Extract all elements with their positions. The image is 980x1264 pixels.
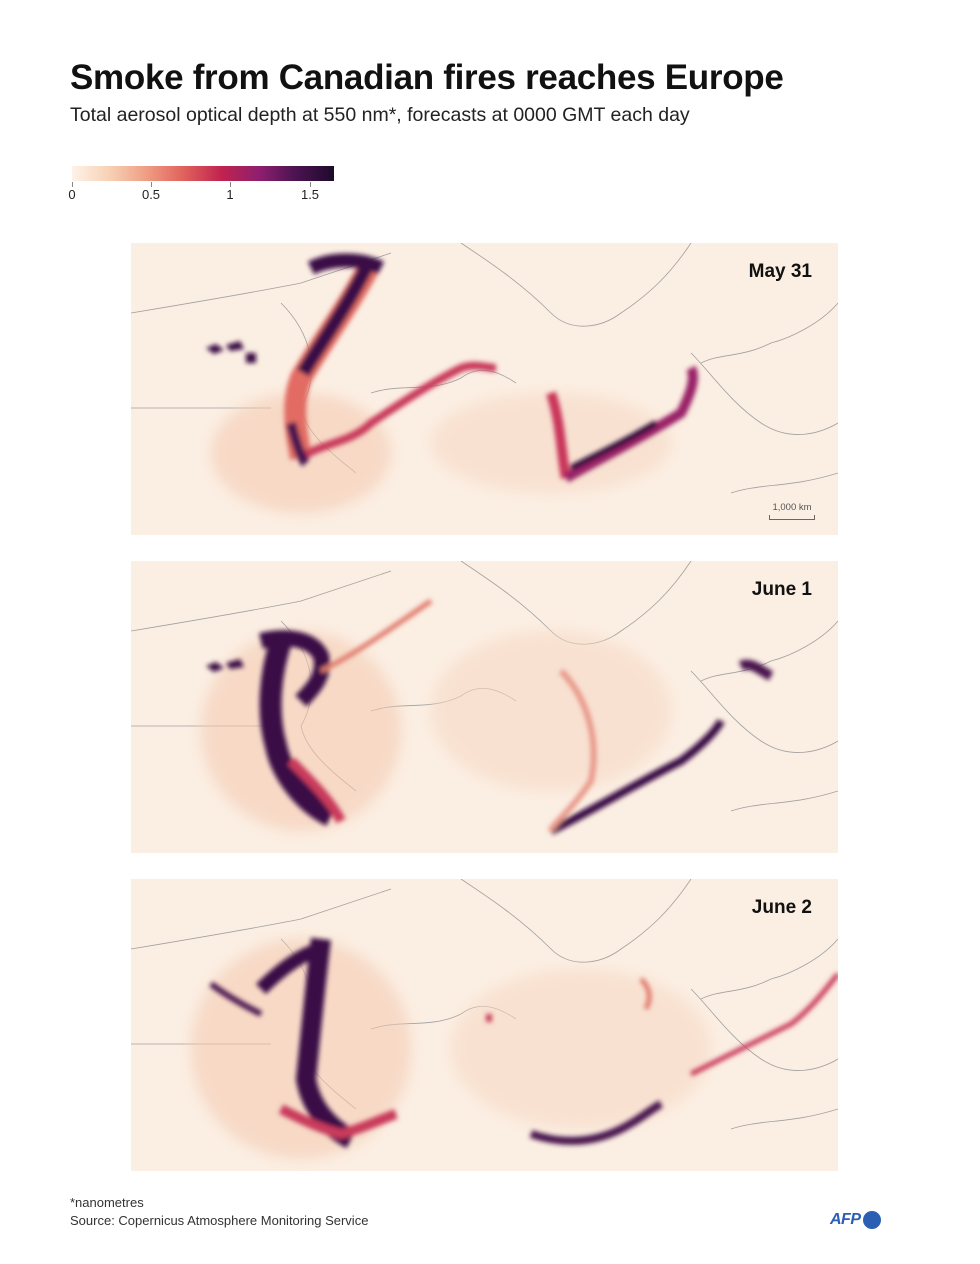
smoke-haze [201,631,671,831]
map-panel-june-1: June 1 [131,561,838,853]
smoke-map [131,879,838,1159]
smoke-map [131,243,838,513]
smoke-plumes [206,253,698,483]
smoke-map [131,561,838,835]
map-panel-june-2: June 2 [131,879,838,1171]
legend-tick [230,182,231,187]
chart-title: Smoke from Canadian fires reaches Europe [70,58,784,97]
source-line: Source: Copernicus Atmosphere Monitoring… [70,1213,369,1228]
afp-logo: AFP [830,1209,881,1231]
legend-tick [310,182,311,187]
legend-tick-label: 1.5 [300,187,320,202]
scale-bar-line [769,515,815,520]
legend-tick-label: 0 [68,187,76,202]
panel-date-label: June 2 [751,897,812,918]
chart-subtitle: Total aerosol optical depth at 550 nm*, … [70,104,690,126]
legend-tick-label: 1 [226,187,234,202]
smoke-plumes [209,937,838,1148]
map-panel-may-31: May 31 1,000 km [131,243,838,535]
panel-date-label: June 1 [751,579,812,600]
panel-date-label: May 31 [748,261,812,282]
smoke-plumes [206,598,774,835]
map-scale-bar: 1,000 km [767,502,817,522]
footnote: *nanometres [70,1195,144,1210]
legend-tick [72,182,73,187]
scale-bar-label: 1,000 km [772,502,812,513]
legend-tick-label: 0.5 [141,187,161,202]
legend-color-bar [72,166,334,181]
afp-logo-text: AFP [830,1211,861,1228]
color-legend: 0 0.5 1 1.5 [68,164,334,208]
legend-tick [151,182,152,187]
afp-logo-dot [862,1211,881,1229]
